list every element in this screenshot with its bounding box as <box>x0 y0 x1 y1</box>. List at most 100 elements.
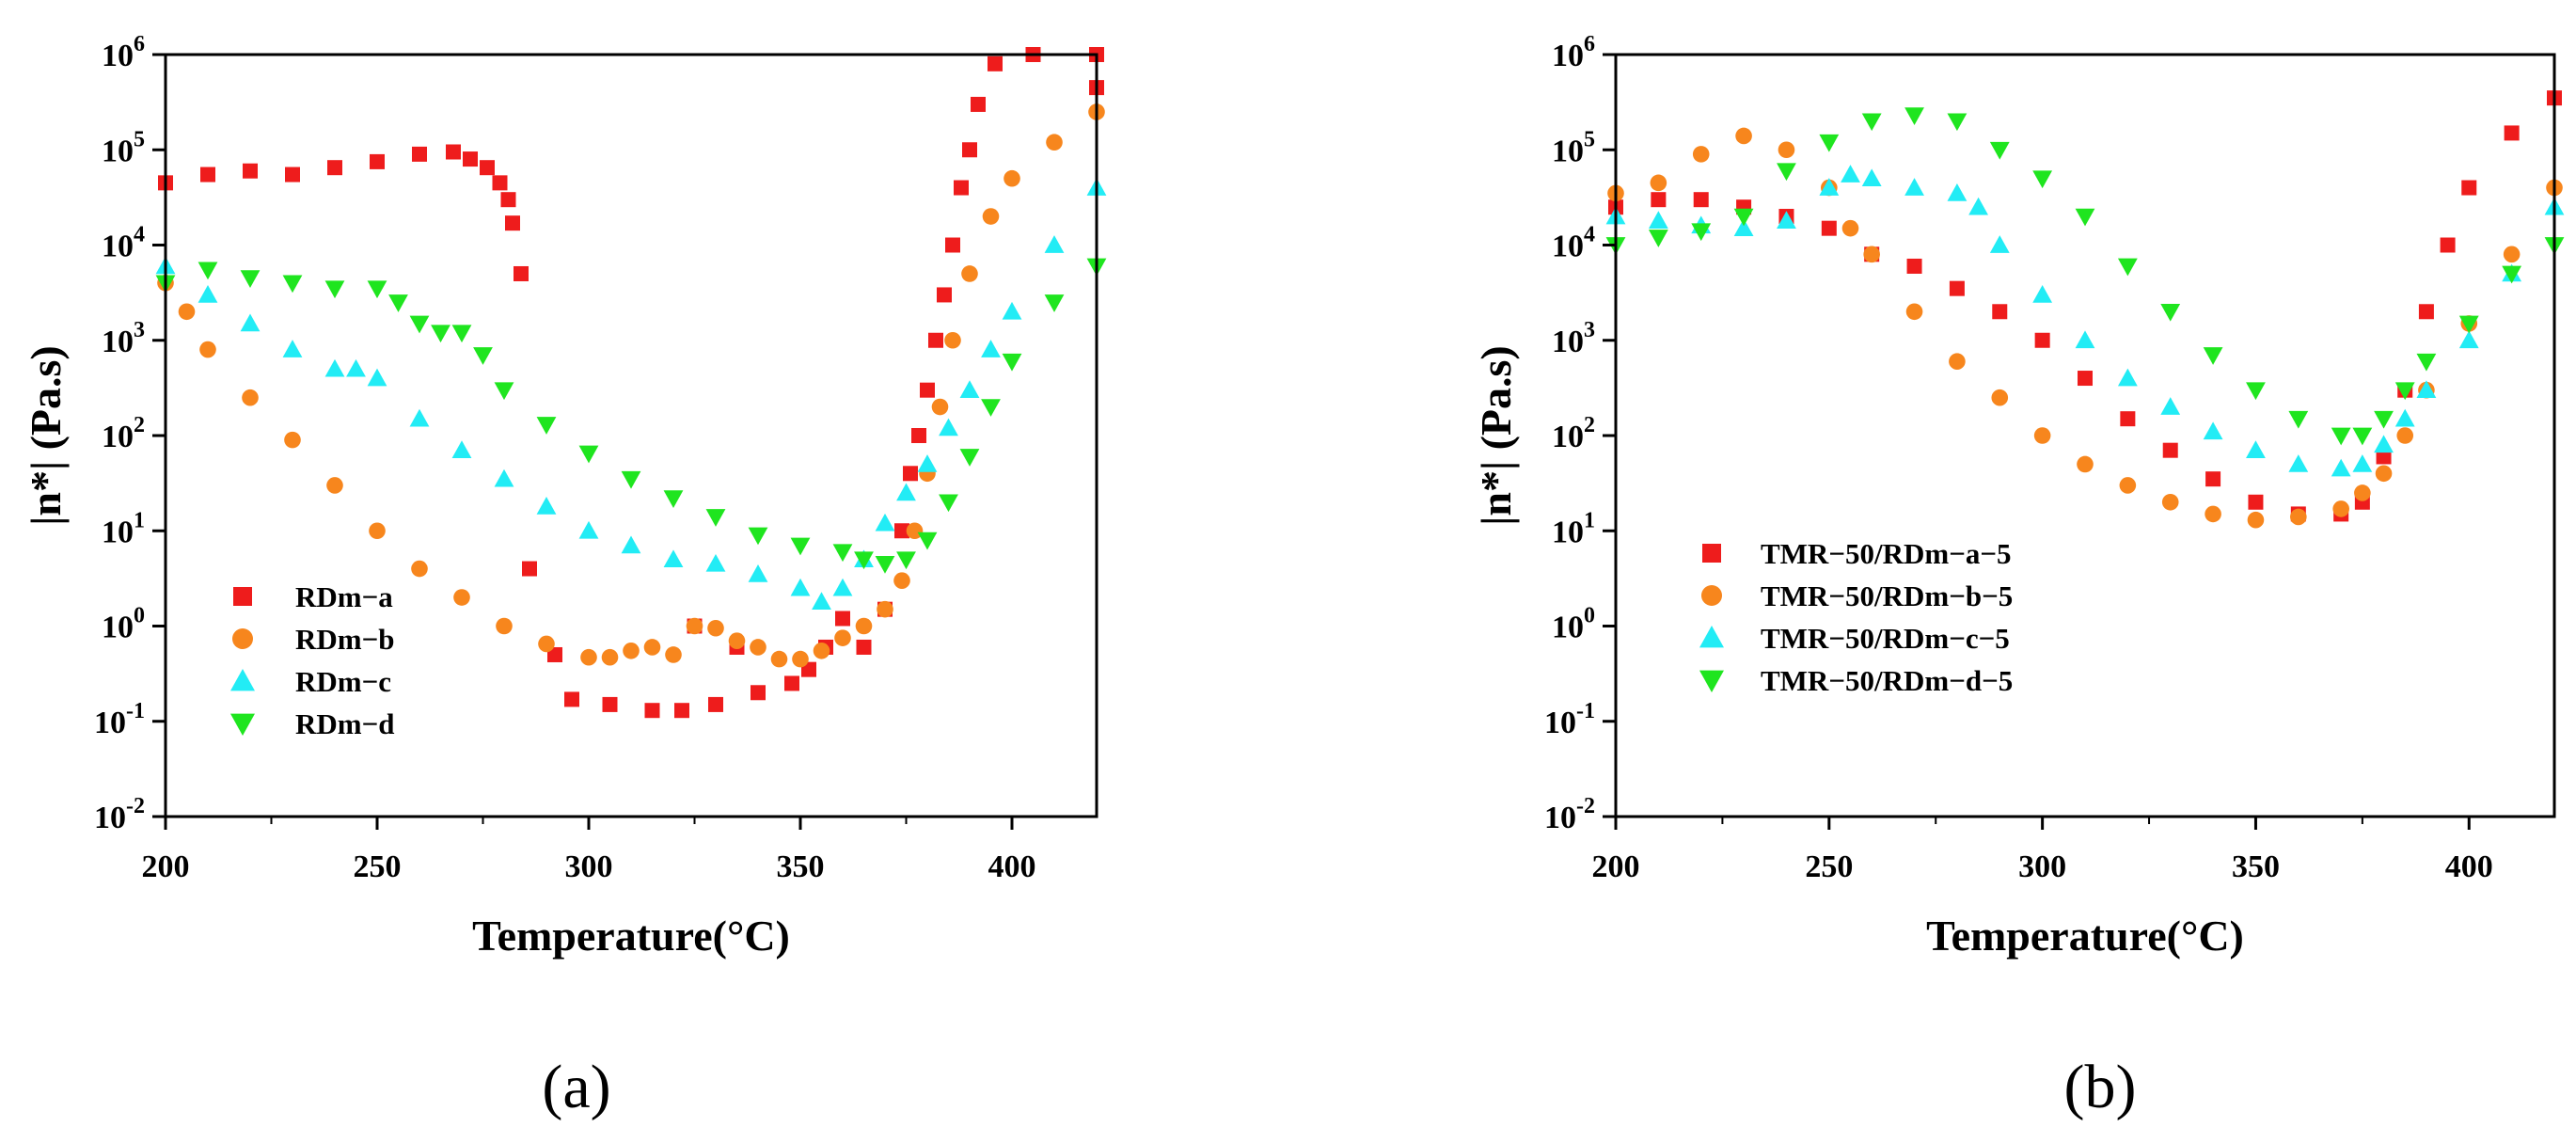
data-point <box>578 445 599 464</box>
data-point <box>243 163 258 179</box>
x-tick-label: 400 <box>2445 849 2493 884</box>
data-point <box>790 578 811 596</box>
y-axis-title: |n*| (Pa.s) <box>1472 345 1520 525</box>
data-point <box>369 522 386 540</box>
series-b <box>157 103 1105 668</box>
data-point <box>896 551 916 570</box>
data-point <box>971 96 986 112</box>
data-point <box>2331 458 2351 477</box>
y-tick-base: 10 <box>1552 134 1584 168</box>
data-point <box>962 142 977 158</box>
data-point <box>240 313 261 332</box>
legend-label: TMR−50/RDm−a−5 <box>1761 537 2012 570</box>
data-point <box>2162 442 2178 458</box>
data-point <box>522 561 537 577</box>
y-tick-base: 10 <box>1544 706 1576 740</box>
data-point <box>2117 368 2138 387</box>
data-point <box>2246 382 2266 401</box>
legend: RDm−a RDm−b RDm−c RDm−d <box>230 580 395 740</box>
y-tick-base: 10 <box>102 515 134 549</box>
data-point <box>1947 183 1968 201</box>
x-tick-label: 300 <box>2018 849 2066 884</box>
data-point <box>2418 304 2434 320</box>
panel-label: (a) <box>542 1053 610 1121</box>
data-point <box>1002 301 1022 320</box>
data-point <box>1691 223 1712 242</box>
data-point <box>834 629 851 646</box>
data-point <box>240 270 261 289</box>
y-tick-base: 10 <box>94 706 126 740</box>
data-point <box>981 340 1001 357</box>
data-point <box>1819 134 1840 152</box>
data-point <box>2248 494 2264 510</box>
data-point <box>409 315 430 334</box>
series-d <box>1605 107 2565 446</box>
data-point <box>1905 303 1923 321</box>
data-point <box>1777 211 1796 229</box>
data-point <box>2394 408 2415 427</box>
data-point <box>514 265 529 281</box>
data-point <box>199 341 216 358</box>
data-point <box>1989 235 2010 253</box>
data-point <box>917 454 938 472</box>
y-tick-label: 101 <box>1552 508 1595 549</box>
data-point <box>2032 170 2053 189</box>
data-point <box>961 265 978 282</box>
data-point <box>431 325 450 343</box>
data-point <box>877 600 893 618</box>
y-tick-exponent: 6 <box>1584 32 1595 56</box>
y-tick-base: 10 <box>102 611 134 645</box>
legend-marker <box>1702 544 1721 563</box>
data-point <box>2075 330 2095 349</box>
data-point <box>813 642 830 659</box>
data-point <box>500 192 516 208</box>
y-tick-label: 102 <box>102 413 145 454</box>
y-axis-title: |n*| (Pa.s) <box>22 345 70 525</box>
data-point <box>2374 435 2394 453</box>
data-point <box>674 703 689 719</box>
data-point <box>784 675 799 691</box>
y-tick-exponent: 4 <box>1584 223 1595 247</box>
data-point <box>367 368 387 387</box>
data-point <box>451 325 472 343</box>
data-point <box>1861 113 1882 132</box>
x-tick-label: 200 <box>142 849 190 884</box>
legend-marker <box>1701 585 1722 606</box>
data-point <box>2034 332 2050 348</box>
data-point <box>370 153 385 169</box>
data-point <box>988 56 1003 71</box>
data-point <box>2290 508 2307 526</box>
data-point <box>453 589 470 606</box>
data-point <box>282 275 303 294</box>
y-tick-base: 10 <box>102 325 134 359</box>
data-point <box>707 619 724 637</box>
data-point <box>2458 330 2479 349</box>
data-point <box>480 160 495 176</box>
data-point <box>1991 389 2009 406</box>
data-point <box>663 549 684 568</box>
legend-marker <box>232 628 253 649</box>
data-point <box>1821 220 1837 236</box>
data-point <box>536 417 557 435</box>
y-tick-base: 10 <box>1552 611 1584 645</box>
data-point <box>643 639 661 656</box>
data-point <box>705 509 726 527</box>
series-c <box>155 178 1107 610</box>
y-tick-exponent: -1 <box>1576 699 1595 723</box>
series-d <box>155 258 1107 574</box>
y-tick-exponent: 3 <box>134 318 145 342</box>
data-point <box>875 556 895 574</box>
data-point <box>2203 421 2223 440</box>
data-point <box>1778 141 1795 159</box>
data-point <box>1904 107 1924 126</box>
x-tick-label: 400 <box>988 849 1036 884</box>
data-point <box>1002 353 1022 372</box>
data-point <box>981 399 1001 417</box>
data-point <box>2247 511 2265 529</box>
data-point <box>728 632 746 649</box>
data-point <box>1044 294 1065 312</box>
x-tick-label: 300 <box>565 849 613 884</box>
legend-label: TMR−50/RDm−b−5 <box>1761 579 2013 612</box>
data-point <box>1906 258 1922 274</box>
data-point <box>2504 125 2520 141</box>
